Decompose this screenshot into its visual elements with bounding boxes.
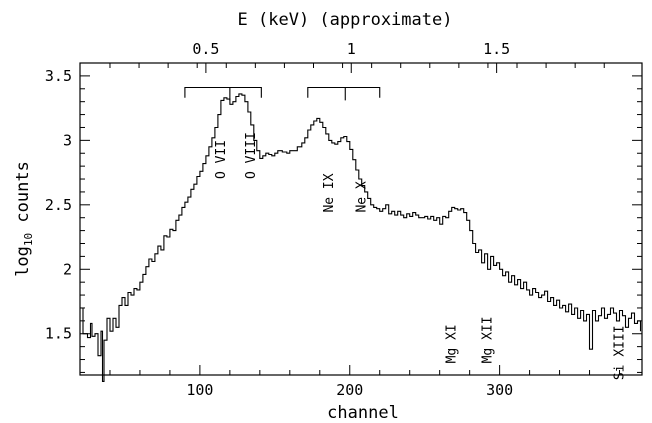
line-group-bracket (307, 86, 381, 101)
y-tick-label: 2 (63, 260, 72, 278)
y-tick-label: 3.5 (45, 67, 72, 85)
top-tick-label: 0.5 (192, 40, 219, 58)
x-tick-label: 100 (186, 381, 213, 399)
y-tick-label: 2.5 (45, 196, 72, 214)
emission-line-label: Mg XII (481, 316, 496, 363)
y-axis-title-subscript: 10 (22, 233, 35, 246)
top-x-axis-title: E (keV) (approximate) (238, 10, 453, 30)
y-axis-title: log10 counts (13, 161, 35, 277)
ticks-layer: 100 200 300 1.5 2 2.5 3 3.5 0.5 1 1.5 (45, 40, 642, 399)
line-group-bracket (184, 86, 262, 101)
y-axis-title-rest: counts (13, 161, 33, 233)
emission-line-label: Ne X (355, 181, 370, 212)
x-tick-label: 200 (336, 381, 363, 399)
data-layer (80, 93, 642, 382)
annotation-layer: O VII O VIII Ne IX Ne X Mg XI Mg XII Si XIII (184, 86, 628, 380)
emission-line-label: O VII (214, 140, 229, 179)
y-axis-title-main: log (13, 246, 33, 277)
y-tick-label: 3 (63, 131, 72, 149)
axes-layer (79, 62, 643, 376)
x-axis-title: channel (327, 403, 399, 423)
emission-line-label: Si XIII (613, 325, 628, 380)
emission-line-label: Mg XI (445, 324, 460, 363)
x-tick-label: 300 (486, 381, 513, 399)
top-tick-label: 1 (347, 40, 356, 58)
spectrum-series-line (80, 93, 642, 382)
emission-line-label: Ne IX (322, 173, 337, 212)
y-tick-label: 1.5 (45, 325, 72, 343)
top-tick-label: 1.5 (483, 40, 510, 58)
emission-line-label: O VIII (244, 132, 259, 179)
plot-frame (79, 62, 643, 376)
